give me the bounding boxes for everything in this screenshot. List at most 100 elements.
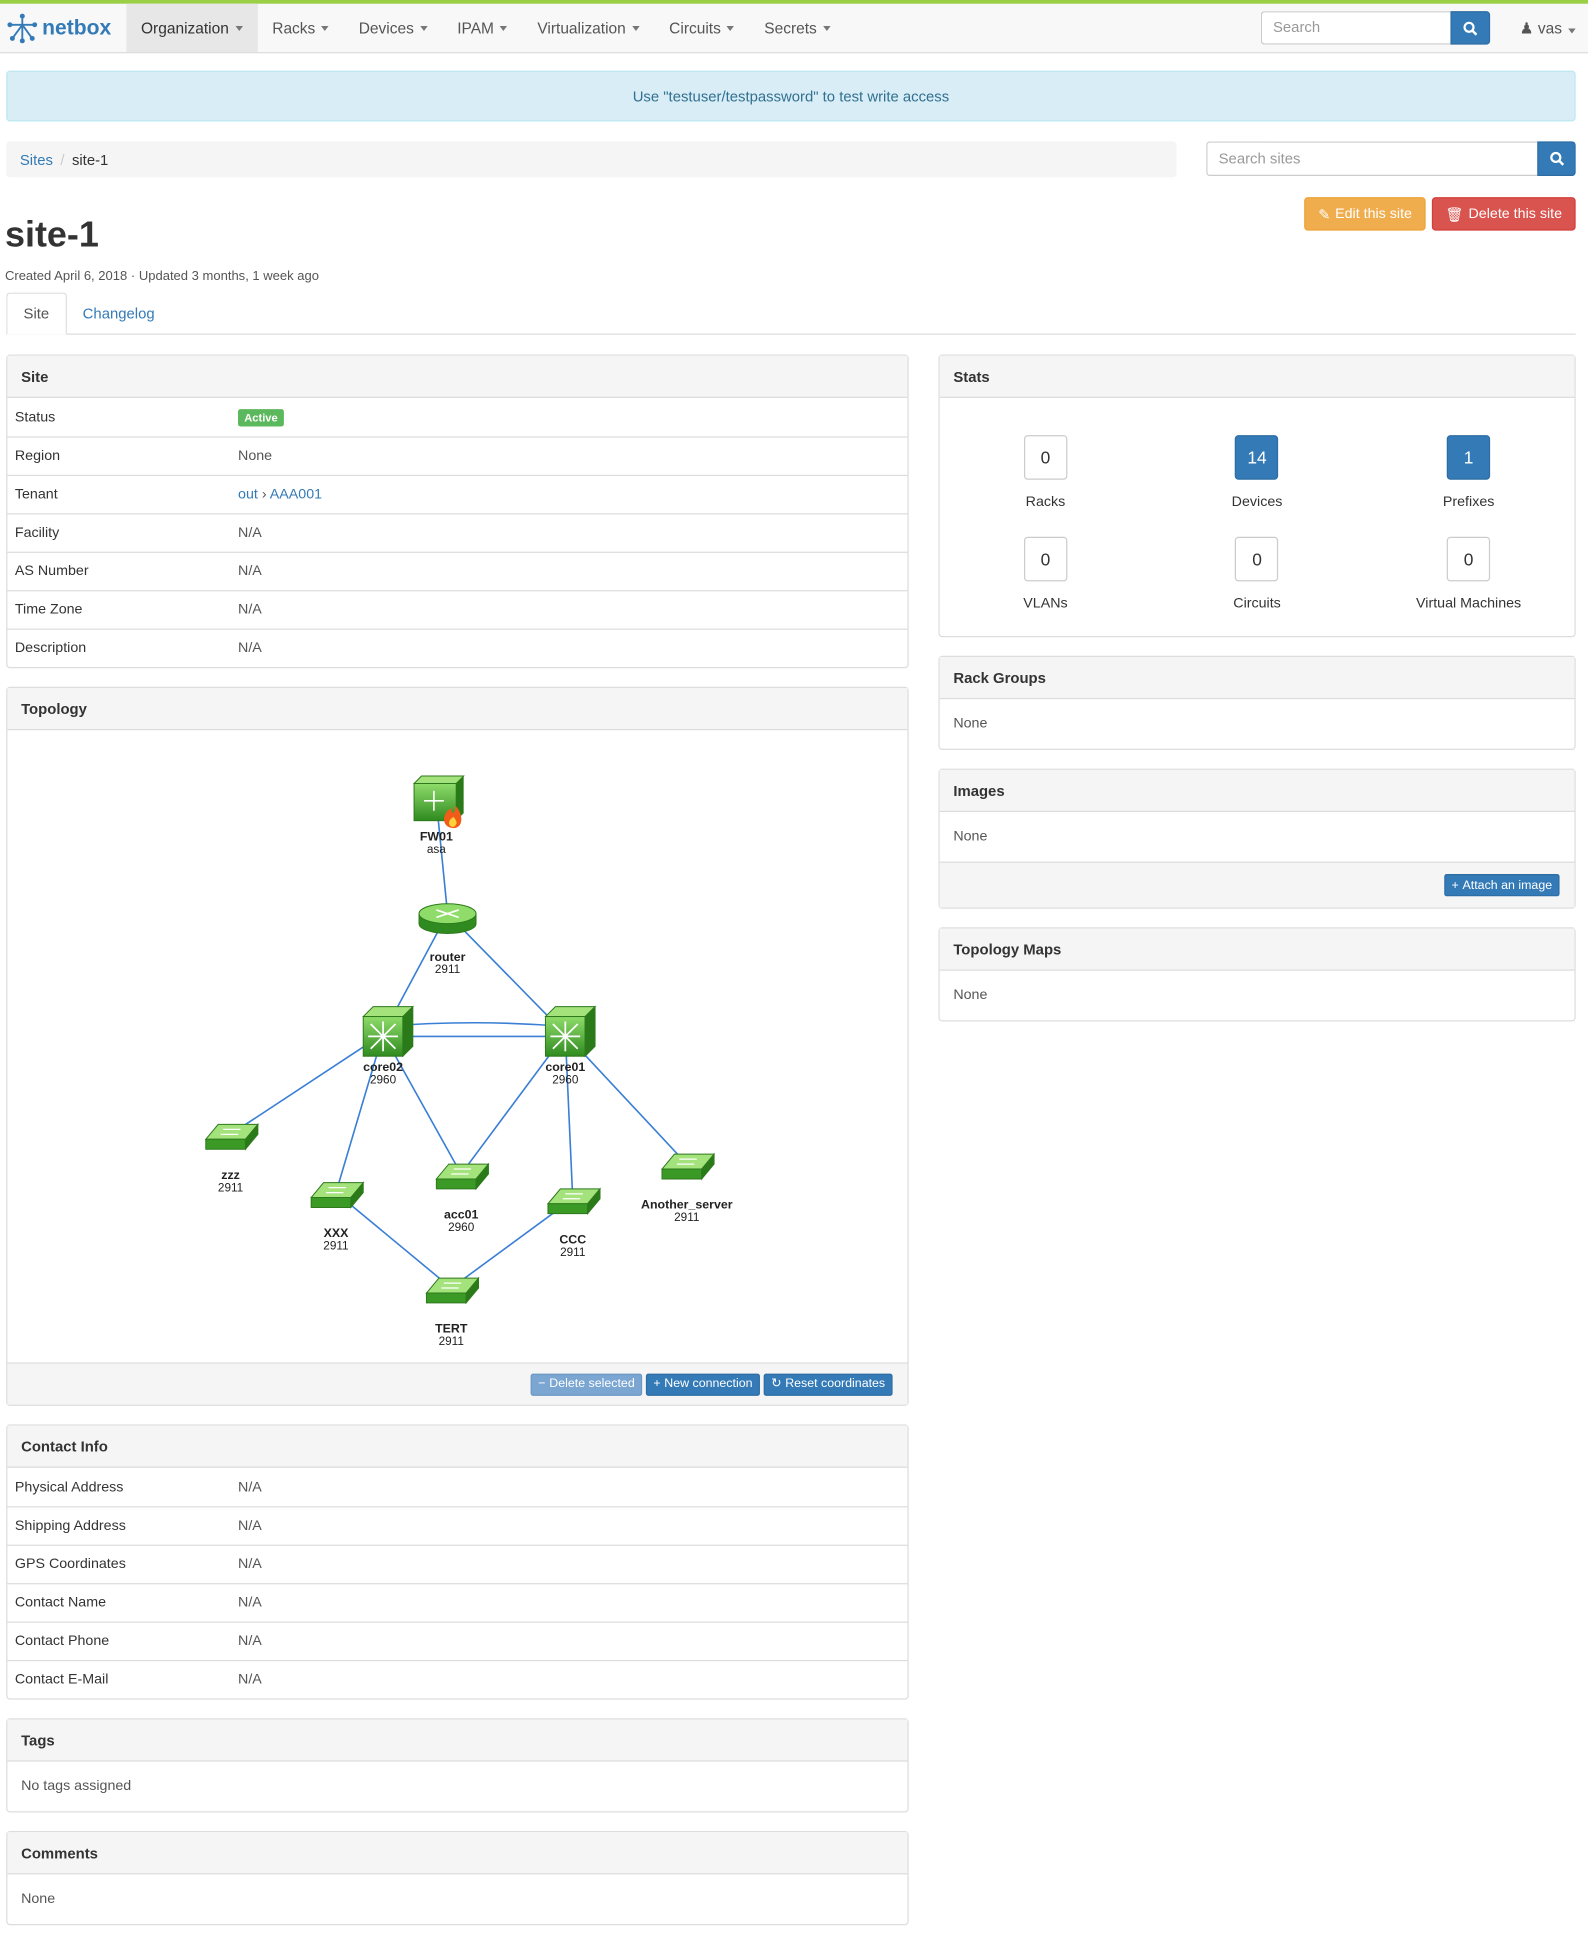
menu-label: Devices xyxy=(358,19,414,37)
menu-label: Circuits xyxy=(669,19,721,37)
minus-icon: − xyxy=(538,1377,546,1391)
row-value: N/A xyxy=(238,640,262,656)
node-model: 2960 xyxy=(552,1073,579,1086)
edit-site-button[interactable]: ✎ Edit this site xyxy=(1304,197,1426,231)
topology-link[interactable] xyxy=(230,1033,384,1135)
row-label: Contact Name xyxy=(14,1595,107,1611)
topology-link[interactable] xyxy=(460,1033,566,1175)
stat-label: Virtual Machines xyxy=(1416,596,1522,612)
stats-header: Stats xyxy=(939,355,1575,398)
stat-virtual-machines[interactable]: 0 Virtual Machines xyxy=(1363,536,1575,612)
attach-image-label: Attach an image xyxy=(1462,878,1553,892)
menu-ipam[interactable]: IPAM xyxy=(442,4,522,52)
row-value: N/A xyxy=(238,1633,262,1649)
topology-link[interactable] xyxy=(564,1033,574,1199)
row-value: N/A xyxy=(238,525,262,541)
node-name: FW01 xyxy=(420,830,453,844)
site-search: Search sites xyxy=(1206,141,1576,177)
contact-info-panel: Contact Info Physical Address N/A Shippin… xyxy=(6,1424,909,1700)
caret-down-icon xyxy=(727,25,735,31)
stat-circuits[interactable]: 0 Circuits xyxy=(1151,536,1363,612)
comments-panel: Comments None xyxy=(6,1831,909,1926)
tenant-link[interactable]: AAA001 xyxy=(269,487,323,503)
tags-body: No tags assigned xyxy=(21,1778,132,1794)
images-body: None xyxy=(953,829,988,845)
table-row: Physical Address N/A xyxy=(7,1468,907,1506)
site-panel: Site Status Active Region None Tenant out ›… xyxy=(6,354,909,669)
breadcrumb: Sites / site-1 xyxy=(6,141,1177,178)
attach-image-button[interactable]: + Attach an image xyxy=(1444,873,1560,897)
row-label: Time Zone xyxy=(14,602,83,618)
page-title: site-1 xyxy=(4,215,99,256)
stat-label: Circuits xyxy=(1233,596,1281,612)
trash-icon: 🗑 xyxy=(1445,207,1464,223)
menu-label: Secrets xyxy=(764,19,817,37)
site-panel-header: Site xyxy=(7,355,908,398)
rack-groups-body: None xyxy=(953,716,988,732)
topology-panel: Topology FW01 asa router 2911 core02 2960 core… xyxy=(6,686,909,1406)
stat-prefixes[interactable]: 1 Prefixes xyxy=(1363,435,1575,510)
stat-vlans[interactable]: 0 VLANs xyxy=(940,536,1152,611)
caret-down-icon xyxy=(1568,28,1576,34)
row-label: Region xyxy=(14,448,61,464)
site-search-input[interactable]: Search sites xyxy=(1206,141,1538,177)
tab-changelog[interactable]: Changelog xyxy=(82,304,155,323)
switch-icon xyxy=(310,1181,365,1209)
menu-virtualization[interactable]: Virtualization xyxy=(522,4,654,52)
menu-secrets[interactable]: Secrets xyxy=(749,4,845,52)
caret-down-icon xyxy=(500,25,508,31)
menu-racks[interactable]: Racks xyxy=(257,4,343,52)
row-label: Facility xyxy=(14,525,60,541)
topology-link[interactable] xyxy=(335,1191,452,1289)
reset-coordinates-button[interactable]: ↻ Reset coordinates xyxy=(763,1372,893,1396)
brand-logo[interactable]: netbox xyxy=(0,4,126,52)
site-search-button[interactable] xyxy=(1537,141,1576,177)
plus-icon: + xyxy=(653,1377,661,1391)
core-switch-icon xyxy=(544,1005,597,1058)
stat-label: Devices xyxy=(1231,494,1283,510)
topology-link[interactable] xyxy=(446,913,566,1035)
delete-selected-button[interactable]: − Delete selected xyxy=(530,1372,643,1396)
node-model: 2911 xyxy=(218,1181,243,1194)
topology-link[interactable] xyxy=(382,1033,462,1175)
router-icon xyxy=(418,903,477,934)
caret-down-icon xyxy=(822,25,831,31)
topology-canvas[interactable]: FW01 asa router 2911 core02 2960 core01 2960 zzz… xyxy=(7,730,908,1364)
menu-label: Organization xyxy=(140,19,229,37)
refresh-icon: ↻ xyxy=(771,1377,782,1391)
stat-devices[interactable]: 14 Devices xyxy=(1151,435,1363,510)
breadcrumb-sites-link[interactable]: Sites xyxy=(19,150,53,168)
user-menu[interactable]: ♟ vas xyxy=(1520,19,1576,37)
delete-site-button[interactable]: 🗑 Delete this site xyxy=(1431,197,1576,231)
row-value: N/A xyxy=(238,564,262,579)
netbox-logo-icon xyxy=(7,13,38,43)
menu-organization[interactable]: Organization xyxy=(126,3,258,53)
stat-racks[interactable]: 0 Racks xyxy=(940,435,1152,510)
menu-circuits[interactable]: Circuits xyxy=(654,4,749,52)
new-connection-button[interactable]: + New connection xyxy=(645,1372,760,1396)
tab-site[interactable]: Site xyxy=(6,292,67,335)
switch-icon xyxy=(425,1276,480,1305)
caret-down-icon xyxy=(235,25,243,31)
comments-body: None xyxy=(21,1891,56,1907)
menu-devices[interactable]: Devices xyxy=(344,4,443,52)
switch-icon xyxy=(435,1162,490,1191)
global-search-input[interactable]: Search xyxy=(1260,11,1451,45)
row-value: N/A xyxy=(238,1595,262,1611)
tenant-group-link[interactable]: out xyxy=(238,487,258,503)
caret-down-icon xyxy=(420,25,428,31)
global-search-button[interactable] xyxy=(1450,11,1490,45)
topology-link[interactable] xyxy=(335,1033,384,1193)
plus-icon: + xyxy=(1451,878,1459,892)
